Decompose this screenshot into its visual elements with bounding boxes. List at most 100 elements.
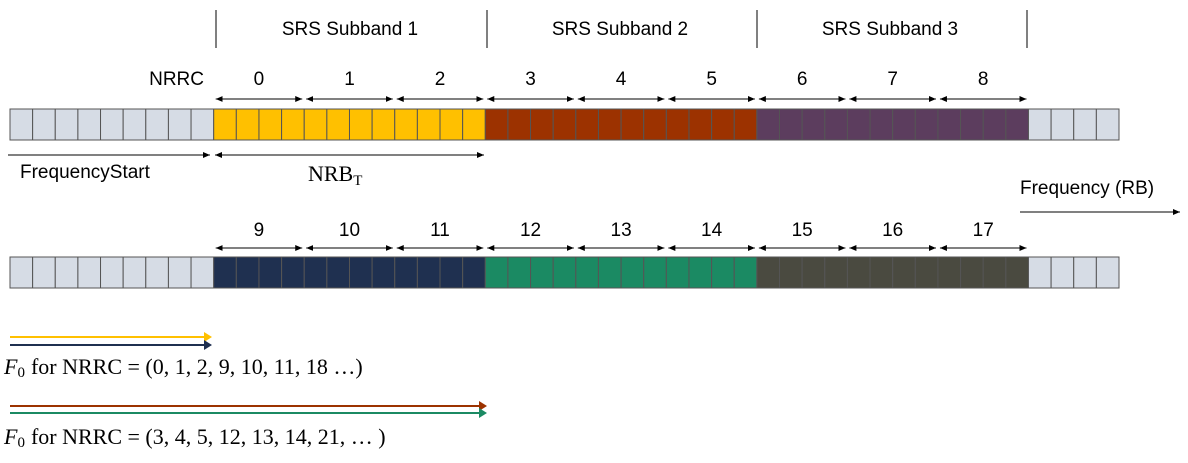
- rb-cell: [1027, 256, 1052, 289]
- rb-cell: [779, 256, 803, 289]
- nrb-base: NRB: [308, 161, 353, 186]
- rb-cell: [756, 108, 781, 141]
- rb-cell: [665, 108, 690, 141]
- rb-cell: [960, 108, 984, 141]
- f0-arrows: [10, 332, 487, 418]
- rb-cell: [54, 256, 79, 289]
- nrrc-index: 0: [254, 69, 265, 90]
- rb-cell: [54, 108, 79, 141]
- nrrc-index: 15: [792, 220, 813, 241]
- rb-cell: [303, 108, 328, 141]
- rb-cell: [733, 108, 758, 141]
- subband-label: SRS Subband 1: [282, 19, 418, 40]
- rb-cell: [733, 256, 758, 289]
- formula-text: for NRRC = (3, 4, 5, 12, 13, 14, 21, … ): [31, 424, 386, 449]
- rb-cell: [348, 108, 373, 141]
- formula: F0 for NRRC = (3, 4, 5, 12, 13, 14, 21, ……: [3, 424, 386, 451]
- formula-symbol: F: [3, 354, 18, 379]
- rb-cell: [77, 256, 102, 289]
- nrrc-index: 9: [254, 220, 265, 241]
- frequency-start-label: FrequencyStart: [20, 162, 151, 183]
- rb-cell: [371, 256, 396, 289]
- rb-cell: [937, 256, 962, 289]
- rb-cell: [801, 256, 826, 289]
- rb-cell: [937, 108, 962, 141]
- rb-cell: [326, 256, 350, 289]
- rb-cell: [439, 108, 464, 141]
- formula-sub: 0: [17, 435, 25, 451]
- rb-cell: [416, 108, 441, 141]
- rb-cell: [1095, 108, 1120, 141]
- rb-cell: [597, 108, 622, 141]
- rb-cell: [100, 256, 124, 289]
- rb-cell: [167, 108, 192, 141]
- rb-cell: [756, 256, 781, 289]
- rb-cell: [281, 108, 305, 141]
- arrow-head: [479, 408, 487, 418]
- rb-cell: [462, 256, 486, 289]
- rb-cell: [9, 108, 34, 141]
- rb-cell: [1073, 108, 1097, 141]
- rb-cell: [620, 108, 645, 141]
- rb-cell: [394, 256, 418, 289]
- rb-cell: [303, 256, 328, 289]
- rb-cell: [575, 256, 599, 289]
- rb-cell: [982, 256, 1007, 289]
- rb-cell: [688, 108, 713, 141]
- rb-cell: [416, 256, 441, 289]
- rb-cell: [258, 108, 283, 141]
- rb-cell: [439, 256, 464, 289]
- formula-symbol: F: [3, 424, 18, 449]
- rb-cell: [824, 108, 848, 141]
- rb-cell: [145, 108, 169, 141]
- rb-cell: [914, 108, 939, 141]
- rb-cell: [869, 256, 894, 289]
- rb-cell: [960, 256, 984, 289]
- rb-cell: [575, 108, 599, 141]
- arrow-head: [204, 332, 212, 342]
- rb-cell: [1005, 108, 1029, 141]
- rb-cell: [9, 256, 34, 289]
- nrrc-index: 3: [525, 69, 536, 90]
- rb-cell: [824, 256, 848, 289]
- rb-cell: [530, 108, 554, 141]
- rb-cell: [711, 108, 735, 141]
- rb-cell: [122, 256, 147, 289]
- nrrc-index: 11: [430, 220, 450, 241]
- subband-dividers: [215, 10, 1028, 48]
- rb-cell: [1095, 256, 1120, 289]
- nrrc-index: 6: [797, 69, 808, 90]
- rb-cell: [552, 256, 577, 289]
- formula-sub: 0: [17, 365, 25, 381]
- rb-cell: [348, 256, 373, 289]
- nrrc-index: 17: [973, 220, 994, 241]
- rb-cell: [281, 256, 305, 289]
- nrrc-index: 16: [882, 220, 903, 241]
- nrrc-index: 1: [344, 69, 355, 90]
- rb-cell: [711, 256, 735, 289]
- rb-cell: [1027, 108, 1052, 141]
- rb-cell: [213, 256, 237, 289]
- rb-cell: [32, 108, 56, 141]
- rb-cell: [32, 256, 56, 289]
- nrb-sub: T: [353, 173, 362, 189]
- rb-cell: [1073, 256, 1097, 289]
- rb-cell: [394, 108, 418, 141]
- rb-cell: [688, 256, 713, 289]
- rb-cell: [326, 108, 350, 141]
- rb-cell: [235, 256, 260, 289]
- rb-cell: [1050, 108, 1075, 141]
- frequency-axis-label: Frequency (RB): [1020, 178, 1154, 199]
- rb-cell: [779, 108, 803, 141]
- rb-cell: [235, 108, 260, 141]
- rb-cell: [914, 256, 939, 289]
- rb-cell: [552, 108, 577, 141]
- nrrc-label: NRRC: [149, 69, 204, 90]
- arrow-head: [479, 401, 487, 411]
- rb-cell: [484, 108, 509, 141]
- rb-cell: [258, 256, 283, 289]
- nrrc-index: 4: [616, 69, 627, 90]
- rb-cell: [620, 256, 645, 289]
- rb-cell: [100, 108, 124, 141]
- arrow-head: [204, 340, 212, 350]
